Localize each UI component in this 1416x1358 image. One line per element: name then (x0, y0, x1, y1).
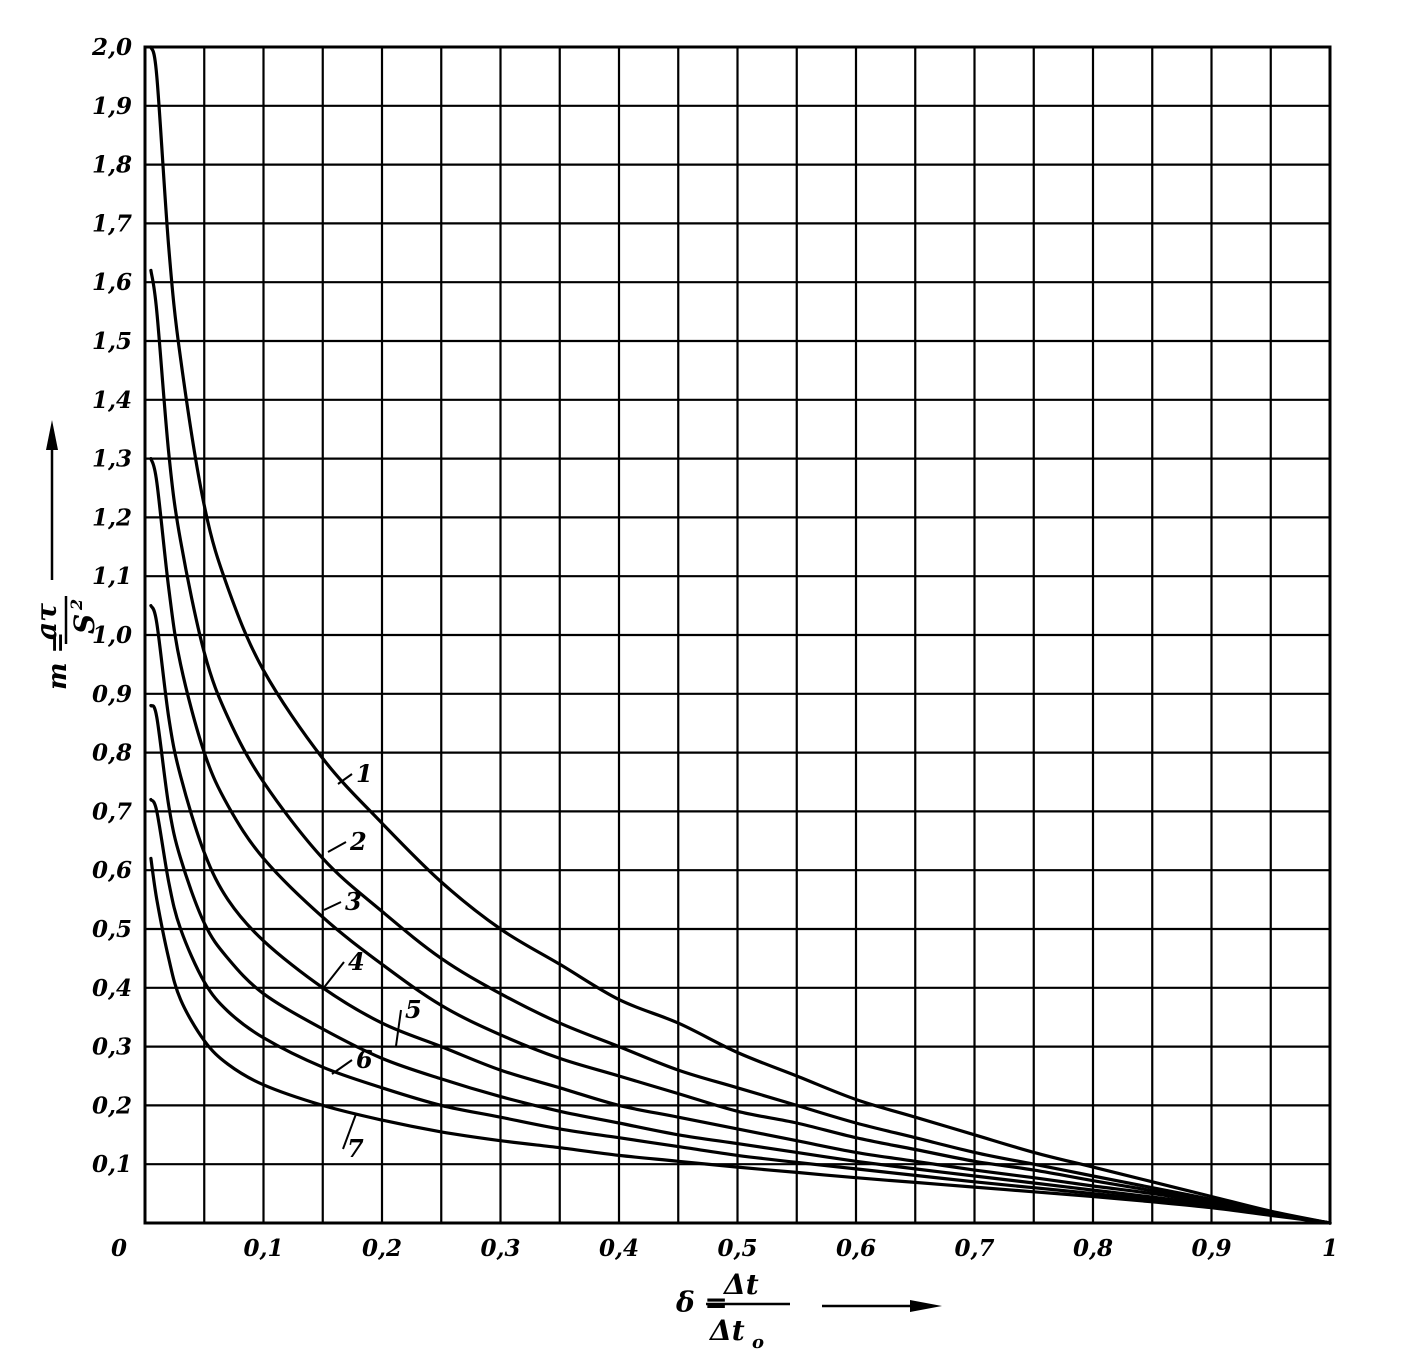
y-tick-label: 2,0 (91, 34, 132, 61)
y-tick-label: 1,9 (92, 93, 132, 120)
y-tick-label: 0,2 (92, 1092, 132, 1119)
x-tick-label: 0,9 (1191, 1235, 1231, 1262)
y-tick-label: 0,7 (92, 798, 132, 825)
x-tick-label: 0,3 (480, 1235, 520, 1262)
curve-label-1: 1 (356, 759, 373, 788)
y-tick-label: 0,4 (92, 975, 132, 1002)
curve-labels: 1 2 3 4 5 6 7 (321, 759, 422, 1163)
y-tick-label: 1,5 (92, 328, 132, 355)
curves (149, 45, 1332, 1225)
curve-label-leader (331, 1059, 353, 1075)
x-tick-label: 0 (111, 1235, 127, 1262)
series-line-2 (149, 268, 1332, 1225)
y-tick-label: 1,3 (92, 446, 132, 473)
x-tick-label: 0,1 (243, 1235, 283, 1262)
x-tick-label: 0,5 (717, 1235, 757, 1262)
x-label-numerator: Δt (722, 1268, 759, 1301)
y-tick-label: 1,1 (92, 563, 132, 590)
y-label-superscript: 2 (67, 599, 86, 611)
y-tick-label: 0,5 (92, 916, 132, 943)
curve-label-4: 4 (348, 947, 365, 976)
x-axis-label: δ = Δt Δt o (675, 1268, 790, 1353)
y-tick-label: 1,7 (92, 210, 132, 237)
curve-label-leader (337, 773, 353, 785)
series-line-4 (149, 604, 1332, 1225)
y-tick-label: 0,9 (92, 681, 132, 708)
x-label-denominator: Δt (708, 1314, 745, 1347)
x-tick-label: 0,2 (362, 1235, 402, 1262)
y-tick-label: 0,1 (92, 1151, 132, 1178)
x-label-prefix: δ = (675, 1286, 728, 1319)
curve-label-7: 7 (347, 1134, 364, 1163)
curve-label-2: 2 (349, 827, 367, 856)
plot-frame (143, 45, 1332, 1225)
y-tick-label: 1,4 (92, 387, 132, 414)
curve-label-leader (323, 901, 342, 911)
x-label-subscript: o (752, 1332, 764, 1353)
y-label-prefix: m = (43, 632, 73, 690)
series-line-7 (149, 856, 1332, 1225)
x-tick-label: 0,6 (836, 1235, 876, 1262)
y-axis-arrow (46, 420, 58, 580)
tick-labels: 0 0,1 0,2 0,3 0,4 0,5 0,6 0,7 0,8 0,9 1 0,1 0,2 0,3 0,… (91, 34, 1338, 1262)
curve-label-leader (395, 1009, 402, 1047)
y-tick-label: 0,8 (92, 740, 132, 767)
series-line-6 (149, 798, 1332, 1225)
y-label-denominator: S (68, 614, 101, 634)
x-tick-label: 0,7 (954, 1235, 994, 1262)
x-tick-label: 0,4 (599, 1235, 639, 1262)
y-tick-label: 0,3 (92, 1034, 132, 1061)
curve-label-3: 3 (345, 887, 362, 916)
series-line-3 (149, 457, 1332, 1225)
curve-label-6: 6 (356, 1045, 373, 1074)
y-axis-label: m = aτ S 2 (30, 596, 101, 690)
curve-label-5: 5 (405, 995, 422, 1024)
grid (143, 45, 1332, 1225)
y-tick-label: 1,2 (92, 504, 132, 531)
series-line-5 (149, 704, 1332, 1225)
curve-label-leader (342, 1113, 357, 1150)
y-tick-label: 1,8 (92, 152, 132, 179)
x-tick-label: 1 (1322, 1235, 1338, 1262)
x-tick-label: 0,8 (1073, 1235, 1113, 1262)
x-axis-arrow (822, 1300, 942, 1312)
y-label-numerator: aτ (30, 603, 63, 640)
curve-label-leader (321, 961, 345, 991)
series-line-1 (149, 45, 1332, 1225)
y-tick-label: 1,6 (92, 269, 132, 296)
y-tick-label: 0,6 (92, 857, 132, 884)
curve-label-leader (327, 841, 347, 853)
y-tick-label: 1,0 (92, 622, 132, 649)
